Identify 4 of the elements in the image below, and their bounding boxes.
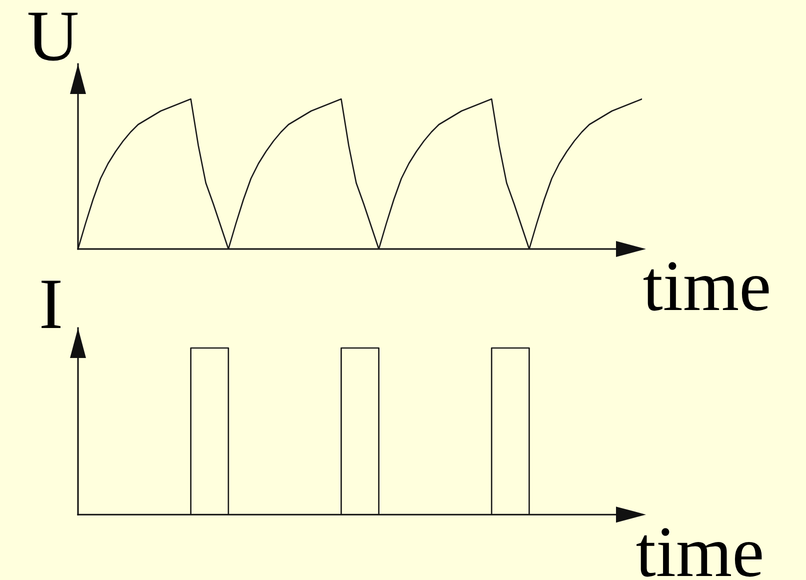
- y-axis-title: I: [42, 280, 60, 328]
- x-axis-title: time: [636, 528, 762, 577]
- y-axis-title: U: [28, 12, 78, 61]
- x-axis-title: time: [644, 262, 769, 311]
